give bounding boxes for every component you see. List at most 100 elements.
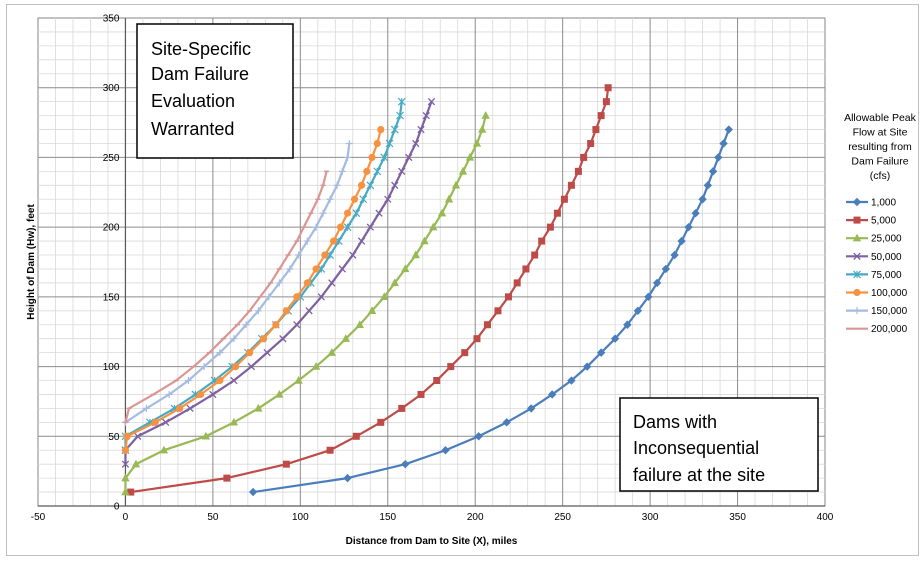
data-point [366, 223, 374, 231]
data-point [398, 167, 406, 176]
annotation-line: failure at the site [633, 465, 765, 485]
y-tick-label: 0 [114, 502, 120, 513]
data-point [384, 195, 392, 203]
x-tick-label: 200 [467, 512, 484, 523]
data-point [465, 152, 475, 161]
y-tick-label: 150 [103, 292, 120, 303]
data-point [352, 432, 360, 440]
data-point [853, 288, 861, 297]
data-point [350, 195, 359, 203]
data-point [319, 209, 327, 217]
x-tick-label: -50 [31, 512, 46, 523]
data-point [341, 334, 351, 342]
y-tick-label: 50 [108, 432, 120, 443]
data-point [260, 335, 268, 343]
data-point [853, 252, 861, 260]
legend-entry: 25,000 [846, 233, 902, 245]
data-point [134, 432, 142, 440]
data-point [691, 209, 700, 218]
data-point [121, 473, 130, 482]
data-point [474, 432, 483, 441]
annotation-line: Inconsequential [633, 438, 759, 458]
data-point [390, 125, 399, 134]
data-point [441, 446, 450, 455]
x-tick-label: 400 [817, 512, 834, 523]
data-point [329, 237, 338, 245]
x-tick-label: 50 [207, 512, 219, 523]
data-point [263, 348, 271, 357]
data-point [242, 321, 250, 329]
data-point [644, 292, 653, 302]
data-point [417, 390, 425, 398]
legend-label: 25,000 [871, 234, 902, 245]
series-lines [121, 84, 734, 497]
legend-entry: 100,000 [846, 288, 908, 299]
legend-entry: 75,000 [846, 270, 902, 281]
data-point [652, 278, 662, 288]
data-point [303, 279, 311, 287]
data-point [186, 404, 194, 413]
data-point [121, 446, 130, 454]
data-point [321, 251, 329, 259]
data-point [363, 167, 371, 175]
legend-entry: 150,000 [846, 306, 908, 317]
data-point [461, 349, 469, 357]
data-point [151, 418, 159, 426]
data-point [200, 363, 208, 371]
data-point [366, 181, 375, 190]
data-point [311, 362, 321, 370]
legend-title-line: resulting from [848, 141, 912, 153]
data-point [401, 459, 410, 469]
annotation-line: Site-Specific [151, 39, 251, 59]
data-point [633, 306, 643, 315]
data-point [265, 293, 273, 301]
legend-entry: 200,000 [846, 324, 908, 335]
data-point [574, 167, 582, 175]
data-point [216, 376, 224, 385]
data-point [295, 251, 303, 259]
legend-title-line: Dam Failure [851, 156, 908, 168]
data-point [293, 321, 301, 329]
annotation-line: Dams with [633, 412, 717, 432]
data-point [343, 209, 352, 217]
data-point [377, 125, 385, 134]
data-point [597, 112, 605, 120]
data-point [338, 265, 346, 273]
data-point [623, 320, 632, 329]
data-point [327, 348, 337, 356]
legend-label: 150,000 [871, 306, 908, 317]
y-tick-label: 350 [103, 14, 120, 25]
data-point [405, 153, 413, 162]
data-point [553, 209, 561, 217]
x-tick-label: 150 [379, 512, 396, 523]
data-point [272, 321, 280, 329]
annotation-line: Dam Failure [151, 64, 249, 84]
data-point [396, 111, 404, 120]
data-point [531, 251, 539, 259]
data-point [230, 335, 238, 343]
data-point [357, 237, 366, 245]
series-5000 [127, 84, 612, 496]
data-point [334, 237, 343, 246]
data-point [165, 390, 173, 398]
data-point [398, 404, 406, 412]
data-point [397, 97, 406, 106]
data-point [131, 459, 141, 468]
data-point [373, 139, 381, 148]
data-point [472, 138, 482, 147]
data-point [246, 349, 254, 357]
data-point [429, 222, 438, 231]
data-point [592, 126, 600, 134]
data-point [293, 293, 301, 301]
data-point [852, 233, 862, 242]
data-point [326, 195, 334, 203]
data-point [345, 139, 353, 147]
data-point [567, 181, 575, 189]
data-point [719, 139, 728, 148]
data-point [610, 334, 620, 343]
data-point [546, 223, 554, 231]
data-point [458, 166, 468, 175]
data-point [229, 417, 239, 426]
data-point [481, 111, 490, 119]
data-point [451, 180, 461, 189]
